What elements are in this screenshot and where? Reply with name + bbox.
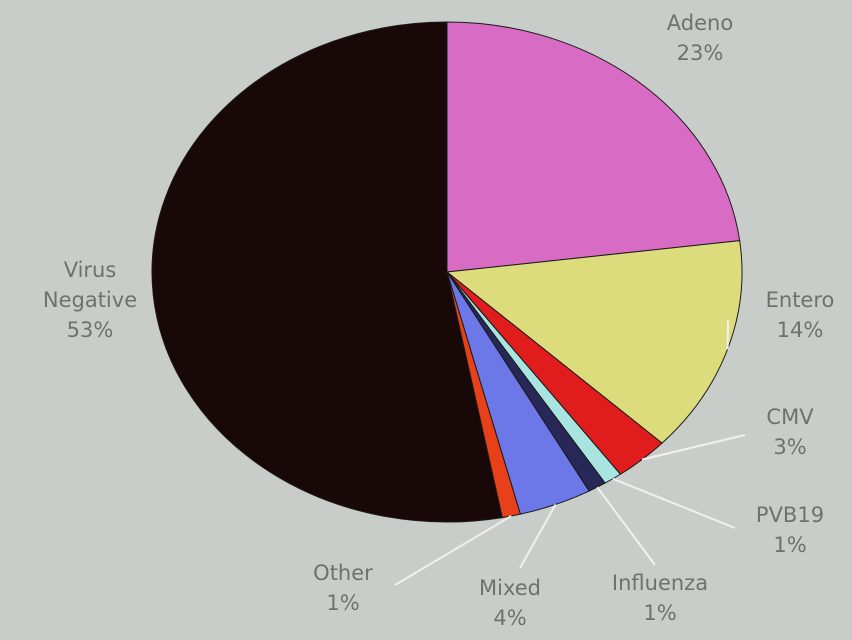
slice-value-label: 1% bbox=[643, 601, 677, 625]
slice-name: Adeno bbox=[666, 11, 734, 35]
slice-label: Influenza 1% bbox=[585, 568, 735, 628]
leader-line bbox=[394, 515, 512, 586]
slice-value-label: 1% bbox=[773, 533, 807, 557]
slice-label: CMV 3% bbox=[730, 402, 850, 462]
pie-slice bbox=[446, 21, 741, 273]
slice-name: Influenza bbox=[611, 571, 709, 595]
leader-line bbox=[519, 503, 557, 569]
pie-slice bbox=[151, 21, 503, 523]
slice-label: Virus Negative 53% bbox=[35, 255, 145, 345]
leader-line bbox=[596, 486, 656, 566]
slice-name: Mixed bbox=[479, 576, 541, 600]
slice-label: PVB19 1% bbox=[730, 500, 850, 560]
slice-name: CMV bbox=[766, 405, 814, 429]
slice-label: Mixed 4% bbox=[450, 573, 570, 633]
leader-line bbox=[612, 477, 736, 529]
slice-value-label: 53% bbox=[66, 318, 114, 342]
slice-value-label: 4% bbox=[493, 606, 527, 630]
slice-name: PVB19 bbox=[755, 503, 825, 527]
slice-label: Adeno 23% bbox=[640, 8, 760, 68]
slice-label: Other 1% bbox=[283, 558, 403, 618]
slice-value-label: 1% bbox=[326, 591, 360, 615]
slice-value-label: 23% bbox=[676, 41, 724, 65]
slice-value-label: 3% bbox=[773, 435, 807, 459]
slice-name: Virus Negative bbox=[42, 258, 138, 312]
leader-line bbox=[641, 434, 746, 461]
slice-label: Entero 14% bbox=[740, 285, 852, 345]
slice-name: Entero bbox=[765, 288, 835, 312]
slice-value-label: 14% bbox=[776, 318, 824, 342]
slice-name: Other bbox=[313, 561, 373, 585]
